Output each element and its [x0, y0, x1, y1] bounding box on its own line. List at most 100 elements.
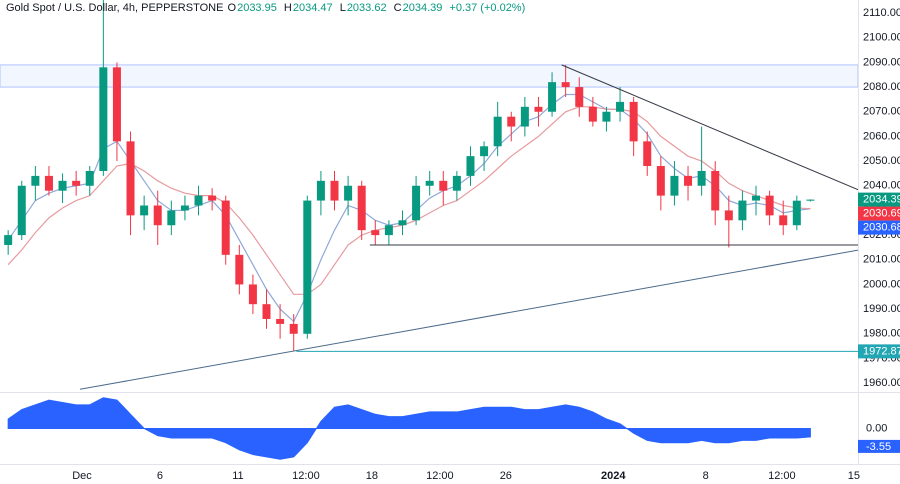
price-pane	[0, 0, 858, 390]
y-tick-label: 1960.00	[863, 377, 900, 389]
candle-body	[480, 146, 489, 157]
candle-body	[507, 116, 516, 127]
moving-average	[7, 106, 811, 295]
candle-body	[31, 175, 40, 186]
y-tick-label: 2010.00	[863, 254, 900, 266]
x-tick-label: 26	[500, 470, 512, 482]
y-tick-label: 2050.00	[863, 155, 900, 167]
candle-body	[588, 106, 597, 122]
x-tick-label: Dec	[72, 470, 92, 482]
candle-body	[221, 200, 230, 255]
candle-body	[466, 156, 475, 176]
candle-body	[670, 175, 679, 196]
candle-body	[85, 170, 94, 186]
oscillator-pane	[7, 397, 811, 460]
candle-body	[656, 166, 665, 196]
axes: 1960.001970.001980.001990.002000.002010.…	[72, 7, 900, 482]
value-label-bg	[858, 439, 900, 453]
candle-body	[180, 205, 189, 211]
ohlc-label: H	[283, 2, 292, 14]
y-tick-label: 2100.00	[863, 32, 900, 44]
candle-body	[303, 200, 312, 334]
candle-body	[493, 116, 502, 147]
candle-body	[330, 180, 339, 201]
candle-body	[289, 323, 298, 334]
candle-body	[140, 205, 149, 216]
candle-body	[697, 170, 706, 186]
x-tick-label: 12:00	[426, 470, 454, 482]
x-tick-label: 11	[232, 470, 243, 482]
y-tick-label: 2000.00	[863, 278, 900, 290]
price-label-bg	[858, 220, 900, 235]
candle-body	[384, 225, 393, 236]
candle-body	[357, 185, 366, 231]
candle-body	[126, 141, 135, 216]
y-tick-label: 2110.00	[863, 7, 900, 19]
ohlc-label: L	[339, 2, 346, 14]
x-tick-label: 12:00	[768, 470, 796, 482]
candle-body	[4, 235, 13, 245]
candle-body	[425, 180, 434, 186]
candle-body	[548, 82, 557, 112]
symbol-title: Gold Spot / U.S. Dollar, 4h, PEPPERSTONE	[6, 2, 224, 14]
candle-body	[72, 180, 81, 186]
ohlc-value: 2033.62	[346, 2, 387, 14]
candle-body	[194, 195, 203, 206]
price-label-bg	[858, 192, 900, 207]
trend-line	[561, 64, 858, 191]
candle-body	[629, 101, 638, 142]
y-tick-label: 2040.00	[863, 180, 900, 192]
ohlc-label: O	[227, 2, 237, 14]
candle-body	[344, 185, 353, 201]
ohlc-value: 2033.95	[237, 2, 277, 14]
candle-body	[765, 195, 774, 216]
x-tick-label: 6	[157, 470, 163, 482]
ohlc-label: C	[393, 2, 402, 14]
candle-body	[561, 82, 570, 88]
x-tick-label: 8	[703, 470, 709, 482]
ohlc-value: 2034.47	[292, 2, 333, 14]
zone	[0, 64, 858, 88]
price-label: 2030.68	[863, 222, 900, 234]
candle-body	[58, 180, 67, 191]
candle-body	[112, 67, 121, 142]
candle-body	[738, 200, 747, 221]
price-label: 1972.87	[863, 345, 900, 357]
candle-body	[235, 254, 244, 285]
candle-body	[153, 205, 162, 226]
candle-body	[208, 195, 217, 201]
candle-body	[792, 200, 801, 226]
candle-body	[439, 180, 448, 191]
candle-body	[684, 175, 693, 186]
candle-body	[398, 220, 407, 226]
candle-body	[602, 111, 611, 122]
candle-body	[779, 215, 788, 226]
candle-body	[643, 141, 652, 167]
y-tick-label: 2060.00	[863, 130, 900, 142]
trend-line	[79, 249, 858, 390]
candle-body	[276, 318, 285, 324]
candle-body	[167, 210, 176, 226]
candle-body	[452, 175, 461, 191]
oscillator-area	[7, 397, 811, 460]
x-tick-label: 2024	[601, 470, 626, 482]
legend-header: Gold Spot / U.S. Dollar, 4h, PEPPERSTONE…	[6, 2, 529, 14]
candle-body	[17, 185, 26, 236]
y-tick-label: 2080.00	[863, 81, 900, 93]
candle-body	[575, 87, 584, 107]
candle-body	[711, 170, 720, 211]
candle-body	[616, 101, 625, 112]
candle-body	[248, 284, 257, 305]
price-label-bg	[858, 206, 900, 221]
y-tick-label: 1990.00	[863, 303, 900, 315]
candle-body	[752, 195, 761, 201]
price-label: 2034.39	[863, 194, 900, 206]
price-label-bg	[858, 344, 900, 359]
candle-body	[520, 106, 529, 127]
x-tick-label: 18	[366, 470, 378, 482]
x-tick-label: 15	[848, 470, 860, 482]
y-tick-label: 2070.00	[863, 106, 900, 118]
candle-body	[316, 180, 325, 201]
